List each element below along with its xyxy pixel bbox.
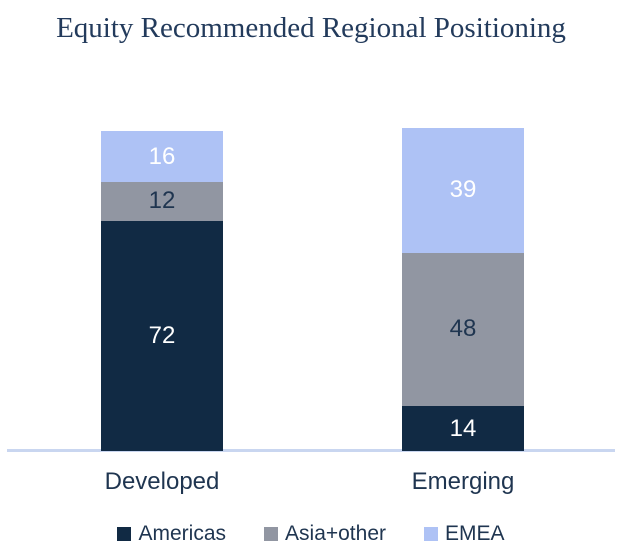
- bar-value-label: 12: [148, 187, 176, 215]
- legend-item-americas: Americas: [117, 523, 226, 544]
- legend-label: EMEA: [445, 522, 505, 545]
- legend-item-asia-other: Asia+other: [264, 523, 386, 544]
- legend-swatch-icon: [264, 526, 279, 541]
- legend-label: Asia+other: [285, 522, 386, 545]
- bar-emerging: 14 48 39: [402, 127, 524, 451]
- bar-segment-emerging-americas: 14: [402, 406, 524, 451]
- category-label-developed: Developed: [104, 468, 220, 495]
- bar-segment-developed-emea: 16: [101, 131, 223, 183]
- bar-segment-emerging-emea: 39: [402, 127, 524, 253]
- legend: Americas Asia+other EMEA: [0, 523, 622, 544]
- legend-swatch-icon: [117, 526, 132, 541]
- category-label-emerging: Emerging: [411, 468, 515, 495]
- plot-area: 72 12 16 14 48 39: [0, 125, 622, 451]
- legend-swatch-icon: [424, 526, 438, 541]
- bar-value-label: 14: [449, 414, 477, 442]
- legend-item-emea: EMEA: [424, 523, 505, 544]
- bar-segment-emerging-asia-other: 48: [402, 252, 524, 407]
- bar-segment-developed-americas: 72: [101, 220, 223, 451]
- bar-value-label: 72: [148, 321, 176, 349]
- bar-value-label: 39: [449, 176, 477, 204]
- bar-segment-developed-asia-other: 12: [101, 182, 223, 221]
- x-axis-line: [7, 449, 615, 452]
- bar-value-label: 48: [449, 315, 477, 343]
- legend-label: Americas: [138, 522, 227, 545]
- bar-developed: 72 12 16: [101, 131, 223, 451]
- bar-value-label: 16: [148, 142, 176, 170]
- chart-title: Equity Recommended Regional Positioning: [56, 12, 566, 44]
